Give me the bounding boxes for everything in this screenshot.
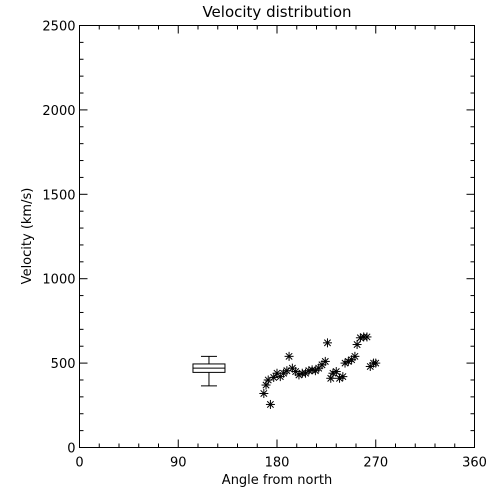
y-tick-label: 500 xyxy=(51,357,76,372)
x-tick-label: 360 xyxy=(462,456,487,471)
x-tick-label: 180 xyxy=(265,456,290,471)
data-point xyxy=(338,372,348,382)
x-tick-label: 0 xyxy=(75,456,83,471)
data-point xyxy=(259,388,269,398)
x-tick-label: 90 xyxy=(170,456,187,471)
data-point xyxy=(362,332,372,342)
data-point xyxy=(284,351,294,361)
y-axis-ticks: 0 500 1000 1500 2000 2500 xyxy=(42,20,475,457)
y-tick-label: 1500 xyxy=(42,188,75,203)
y-axis-label: Velocity (km/s) xyxy=(20,188,35,285)
y-tick-label: 2000 xyxy=(42,104,75,119)
scatter-series xyxy=(259,332,381,409)
y-tick-label: 2500 xyxy=(42,20,75,35)
data-point xyxy=(320,356,330,366)
x-axis-ticks: 0 90 180 270 360 xyxy=(75,25,487,471)
y-tick-label: 0 xyxy=(67,442,75,457)
y-tick-label: 1000 xyxy=(42,273,75,288)
data-point xyxy=(331,367,341,377)
data-point xyxy=(371,358,381,368)
x-axis-label: Angle from north xyxy=(222,473,332,488)
data-point xyxy=(265,399,275,409)
data-point xyxy=(352,340,362,350)
data-point xyxy=(304,366,314,376)
data-point xyxy=(322,338,332,348)
chart-title: Velocity distribution xyxy=(202,3,351,21)
boxplot xyxy=(192,355,226,387)
plot-frame xyxy=(79,25,475,448)
data-point xyxy=(350,351,360,361)
x-tick-label: 270 xyxy=(363,456,388,471)
